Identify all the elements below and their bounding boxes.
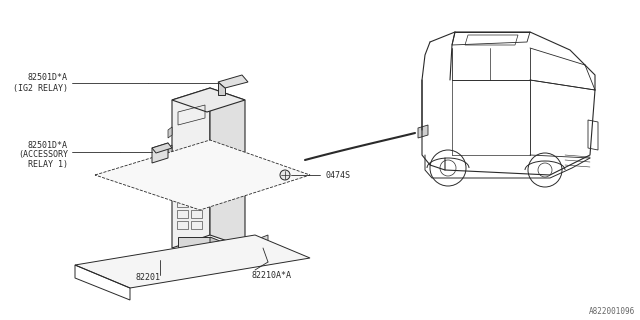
Polygon shape bbox=[168, 127, 172, 138]
Text: RELAY 1): RELAY 1) bbox=[28, 161, 68, 170]
Text: 82201: 82201 bbox=[136, 274, 161, 283]
Polygon shape bbox=[75, 235, 310, 288]
Text: 82501D*A: 82501D*A bbox=[28, 140, 68, 149]
Polygon shape bbox=[255, 235, 268, 253]
Polygon shape bbox=[172, 88, 210, 248]
Polygon shape bbox=[218, 82, 225, 95]
Text: 82210A*A: 82210A*A bbox=[252, 270, 292, 279]
Circle shape bbox=[280, 170, 290, 180]
Polygon shape bbox=[168, 145, 172, 156]
Polygon shape bbox=[95, 140, 310, 210]
Text: 0474S: 0474S bbox=[325, 171, 350, 180]
Polygon shape bbox=[210, 237, 230, 262]
Polygon shape bbox=[152, 143, 168, 163]
Text: (IG2 RELAY): (IG2 RELAY) bbox=[13, 84, 68, 93]
Polygon shape bbox=[218, 75, 248, 88]
Text: A822001096: A822001096 bbox=[589, 307, 635, 316]
Polygon shape bbox=[168, 163, 172, 174]
Text: 82501D*A: 82501D*A bbox=[28, 74, 68, 83]
Polygon shape bbox=[152, 143, 172, 153]
Polygon shape bbox=[178, 237, 210, 255]
Text: (ACCESSORY: (ACCESSORY bbox=[18, 150, 68, 159]
Polygon shape bbox=[172, 88, 245, 112]
Polygon shape bbox=[210, 88, 245, 247]
Polygon shape bbox=[168, 181, 172, 192]
Polygon shape bbox=[418, 125, 428, 138]
